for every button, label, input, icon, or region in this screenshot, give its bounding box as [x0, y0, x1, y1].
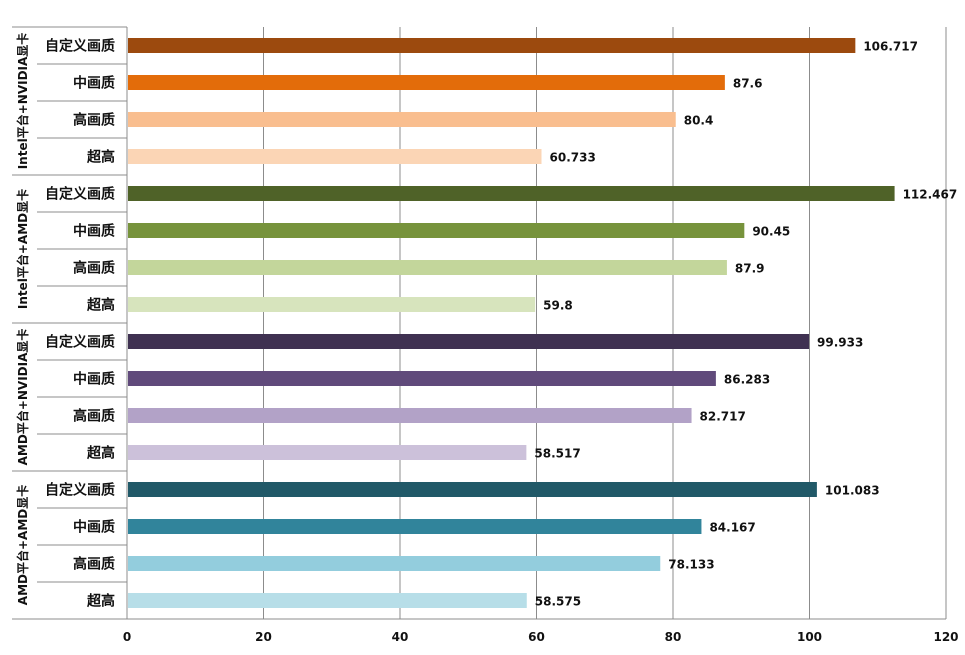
- bar: [128, 223, 745, 238]
- value-label: 86.283: [724, 373, 770, 387]
- bar: [128, 593, 527, 608]
- value-label: 60.733: [550, 151, 596, 165]
- value-label: 58.575: [535, 595, 581, 609]
- category-label: 高画质: [73, 112, 115, 129]
- category-label: 高画质: [73, 408, 115, 425]
- category-label: 中画质: [73, 75, 115, 92]
- bar: [128, 260, 727, 275]
- bar: [128, 38, 856, 53]
- value-label: 90.45: [752, 225, 790, 239]
- category-label: 自定义画质: [45, 38, 115, 55]
- bar: [128, 556, 661, 571]
- x-tick-label: 120: [933, 630, 958, 644]
- category-label: 超高: [86, 445, 115, 462]
- value-label: 59.8: [543, 299, 573, 313]
- category-label: 自定义画质: [45, 334, 115, 351]
- category-label: 高画质: [73, 260, 115, 277]
- bar: [128, 149, 542, 164]
- value-label: 58.517: [534, 447, 580, 461]
- value-label: 80.4: [684, 114, 714, 128]
- bar: [128, 371, 716, 386]
- group-label: AMD平台+AMD显卡: [15, 485, 30, 605]
- bar: [128, 334, 810, 349]
- x-tick-label: 100: [797, 630, 822, 644]
- value-label: 112.467: [903, 188, 958, 202]
- value-label: 99.933: [817, 336, 863, 350]
- x-tick-label: 40: [392, 630, 409, 644]
- category-label: 中画质: [73, 519, 115, 536]
- group-label: AMD平台+NVIDIA显卡: [15, 329, 30, 466]
- bar: [128, 186, 895, 201]
- bar: [128, 519, 702, 534]
- value-label: 106.717: [863, 40, 918, 54]
- category-label: 自定义画质: [45, 482, 115, 499]
- value-label: 82.717: [700, 410, 746, 424]
- category-label: 超高: [86, 297, 115, 314]
- x-tick-label: 0: [123, 630, 131, 644]
- category-label: 超高: [86, 149, 115, 166]
- bar: [128, 75, 725, 90]
- x-tick-label: 20: [255, 630, 272, 644]
- value-label: 87.6: [733, 77, 763, 91]
- value-label: 84.167: [709, 521, 755, 535]
- category-label: 自定义画质: [45, 186, 115, 203]
- bar: [128, 482, 817, 497]
- group-label: Intel平台+AMD显卡: [15, 189, 30, 309]
- category-label: 中画质: [73, 371, 115, 388]
- category-label: 高画质: [73, 556, 115, 573]
- bar: [128, 408, 692, 423]
- bar: [128, 112, 676, 127]
- category-label: 超高: [86, 593, 115, 610]
- bar: [128, 445, 527, 460]
- bar: [128, 297, 536, 312]
- value-label: 101.083: [825, 484, 880, 498]
- group-label: Intel平台+NVIDIA显卡: [15, 33, 30, 170]
- value-label: 78.133: [668, 558, 714, 572]
- x-tick-label: 80: [665, 630, 682, 644]
- value-label: 87.9: [735, 262, 765, 276]
- x-tick-label: 60: [528, 630, 545, 644]
- category-label: 中画质: [73, 223, 115, 240]
